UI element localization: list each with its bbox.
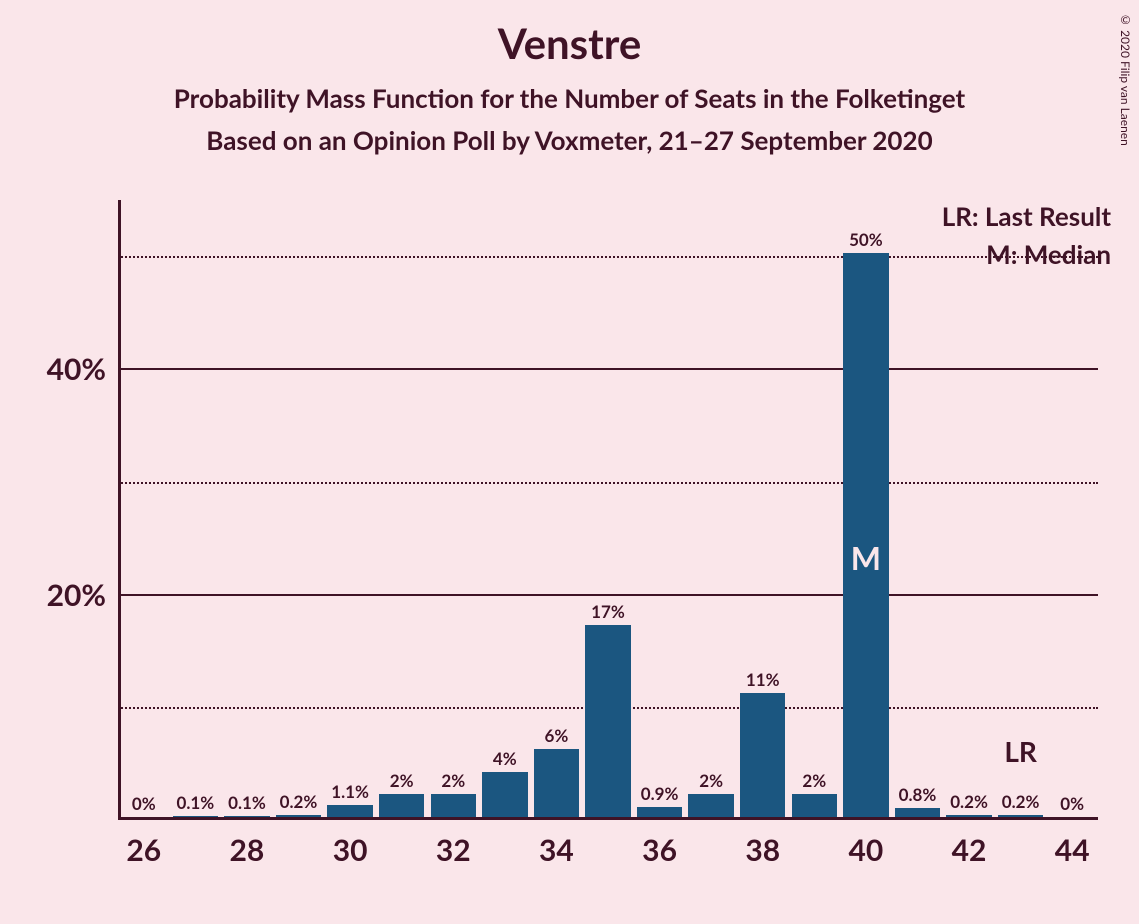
- chart-title: Venstre: [0, 18, 1139, 68]
- x-tick-label: 36: [642, 832, 677, 868]
- gridline-major: [118, 594, 1098, 596]
- x-tick-label: 26: [126, 832, 161, 868]
- x-tick-label: 38: [745, 832, 780, 868]
- x-tick-label: 32: [436, 832, 471, 868]
- x-tick-label: 40: [848, 832, 883, 868]
- bar-value-label: 0.2%: [950, 791, 988, 812]
- gridline-major: [118, 368, 1098, 370]
- bar-value-label: 11%: [746, 669, 780, 690]
- bar: [688, 794, 733, 817]
- bar-value-label: 2%: [802, 770, 826, 791]
- chart-titles: Venstre Probability Mass Function for th…: [0, 18, 1139, 161]
- bar-value-label: 0.1%: [177, 792, 215, 813]
- bar-value-label: 0%: [132, 793, 156, 814]
- y-tick-label: 20%: [47, 577, 106, 613]
- bar-value-label: 0.1%: [228, 792, 266, 813]
- gridline-minor: [118, 482, 1098, 484]
- chart-plot-area: 20%40%262830323436384042440%0.1%0.1%0.2%…: [118, 200, 1098, 820]
- bar-value-label: 0.2%: [280, 791, 318, 812]
- bar-value-label: 0%: [1060, 793, 1084, 814]
- median-marker: M: [851, 538, 881, 577]
- bar: [431, 794, 476, 817]
- bar: [998, 815, 1043, 817]
- last-result-marker: LR: [1004, 734, 1037, 768]
- bar-value-label: 1.1%: [331, 781, 369, 802]
- bar: [534, 749, 579, 817]
- bar-value-label: 0.8%: [899, 784, 937, 805]
- bar-value-label: 2%: [390, 770, 414, 791]
- y-tick-label: 40%: [47, 351, 106, 387]
- bar: [946, 815, 991, 817]
- bar-value-label: 0.2%: [1002, 791, 1040, 812]
- bar: [224, 816, 269, 817]
- gridline-minor: [118, 256, 1098, 258]
- bar-value-label: 17%: [591, 601, 625, 622]
- bar-value-label: 6%: [545, 725, 569, 746]
- bar: [379, 794, 424, 817]
- bar-value-label: 2%: [441, 770, 465, 791]
- bar: [637, 807, 682, 817]
- bar: [792, 794, 837, 817]
- x-tick-label: 42: [952, 832, 987, 868]
- y-axis-line: [118, 200, 121, 820]
- bar: [585, 625, 630, 817]
- bar: [276, 815, 321, 817]
- x-tick-label: 34: [539, 832, 574, 868]
- bar: [327, 805, 372, 817]
- legend-last-result: LR: Last Result: [942, 200, 1111, 232]
- chart-subtitle-1: Probability Mass Function for the Number…: [0, 78, 1139, 120]
- x-axis-line: [118, 817, 1098, 820]
- x-tick-label: 44: [1055, 832, 1090, 868]
- chart-subtitle-2: Based on an Opinion Poll by Voxmeter, 21…: [0, 120, 1139, 162]
- bar: [895, 808, 940, 817]
- bar: [843, 253, 888, 817]
- bar-value-label: 2%: [699, 770, 723, 791]
- bar: [740, 693, 785, 817]
- bar-value-label: 50%: [849, 229, 883, 250]
- bar: [482, 772, 527, 817]
- x-tick-label: 28: [230, 832, 265, 868]
- bar: [173, 816, 218, 817]
- legend-median: M: Median: [986, 238, 1111, 270]
- x-tick-label: 30: [333, 832, 368, 868]
- bar-value-label: 0.9%: [641, 783, 679, 804]
- bar-value-label: 4%: [493, 748, 517, 769]
